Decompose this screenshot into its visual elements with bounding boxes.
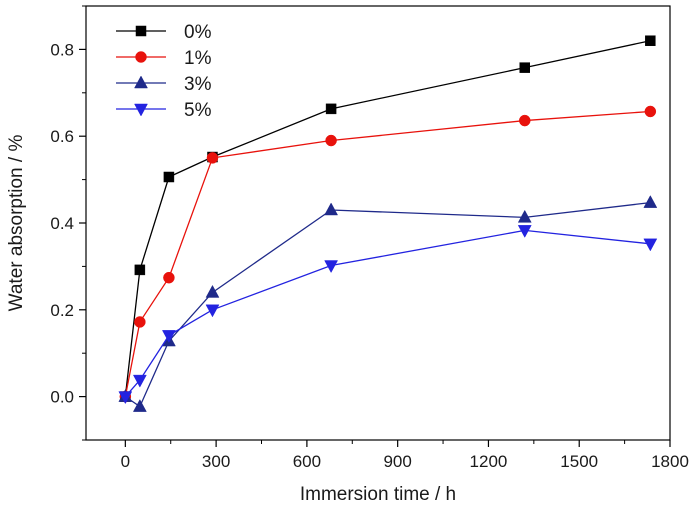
x-tick-label: 1500 xyxy=(560,452,598,471)
data-point xyxy=(324,260,339,274)
data-point xyxy=(205,304,220,318)
x-tick-label: 300 xyxy=(202,452,230,471)
y-tick-label: 0.6 xyxy=(50,127,74,146)
legend-marker xyxy=(135,51,147,63)
legend: 0% 1% 3% 5% xyxy=(116,22,212,121)
data-point xyxy=(645,35,656,46)
y-tick-label: 0.8 xyxy=(50,40,74,59)
x-axis-title: Immersion time / h xyxy=(300,484,456,505)
series-line xyxy=(124,201,651,408)
data-point xyxy=(643,195,658,208)
data-point xyxy=(132,399,147,412)
data-point xyxy=(517,209,532,223)
legend-marker xyxy=(135,25,147,37)
y-tick-label: 0.2 xyxy=(50,301,74,320)
legend-entry: 0% xyxy=(116,22,212,43)
axes: 0 300 600 900 1200 1500 1800 0.0 0.2 0.4 0.6 0.8 xyxy=(50,5,689,471)
legend-marker xyxy=(134,75,148,89)
legend-label: 5% xyxy=(184,100,212,121)
legend-entry: 5% xyxy=(116,100,212,121)
data-point xyxy=(324,202,339,216)
y-tick-label: 0.0 xyxy=(50,388,74,407)
x-tick-label: 600 xyxy=(293,452,321,471)
data-point xyxy=(325,103,337,115)
data-point xyxy=(163,171,175,183)
legend-label: 0% xyxy=(184,22,212,43)
legend-entry: 1% xyxy=(116,48,212,69)
data-point xyxy=(118,391,133,405)
series-3 xyxy=(118,225,658,405)
data-point xyxy=(132,374,147,388)
x-tick-label: 0 xyxy=(121,452,130,471)
series-2 xyxy=(118,195,658,412)
data-point xyxy=(134,264,146,276)
plot-layer xyxy=(118,35,658,412)
legend-label: 1% xyxy=(184,48,212,69)
legend-marker xyxy=(134,103,148,117)
data-point xyxy=(205,284,220,298)
data-point xyxy=(134,316,146,328)
data-point xyxy=(519,62,531,73)
data-point xyxy=(206,152,219,164)
series-1 xyxy=(119,105,657,403)
data-point xyxy=(517,225,532,238)
data-point xyxy=(325,134,337,147)
legend-label: 3% xyxy=(184,74,212,95)
x-tick-label: 1200 xyxy=(470,452,508,471)
data-point xyxy=(644,105,657,118)
plot-frame xyxy=(85,5,671,441)
series-line xyxy=(124,229,651,398)
data-point xyxy=(643,238,658,252)
data-point xyxy=(161,330,176,343)
data-point xyxy=(519,114,531,127)
y-axis-title: Water absorption / % xyxy=(6,135,27,312)
x-tick-label: 1800 xyxy=(651,452,689,471)
x-tick-label: 900 xyxy=(383,452,411,471)
y-tick-label: 0.4 xyxy=(50,214,74,233)
data-point xyxy=(163,271,175,284)
legend-entry: 3% xyxy=(116,74,212,95)
series-line xyxy=(124,110,651,397)
